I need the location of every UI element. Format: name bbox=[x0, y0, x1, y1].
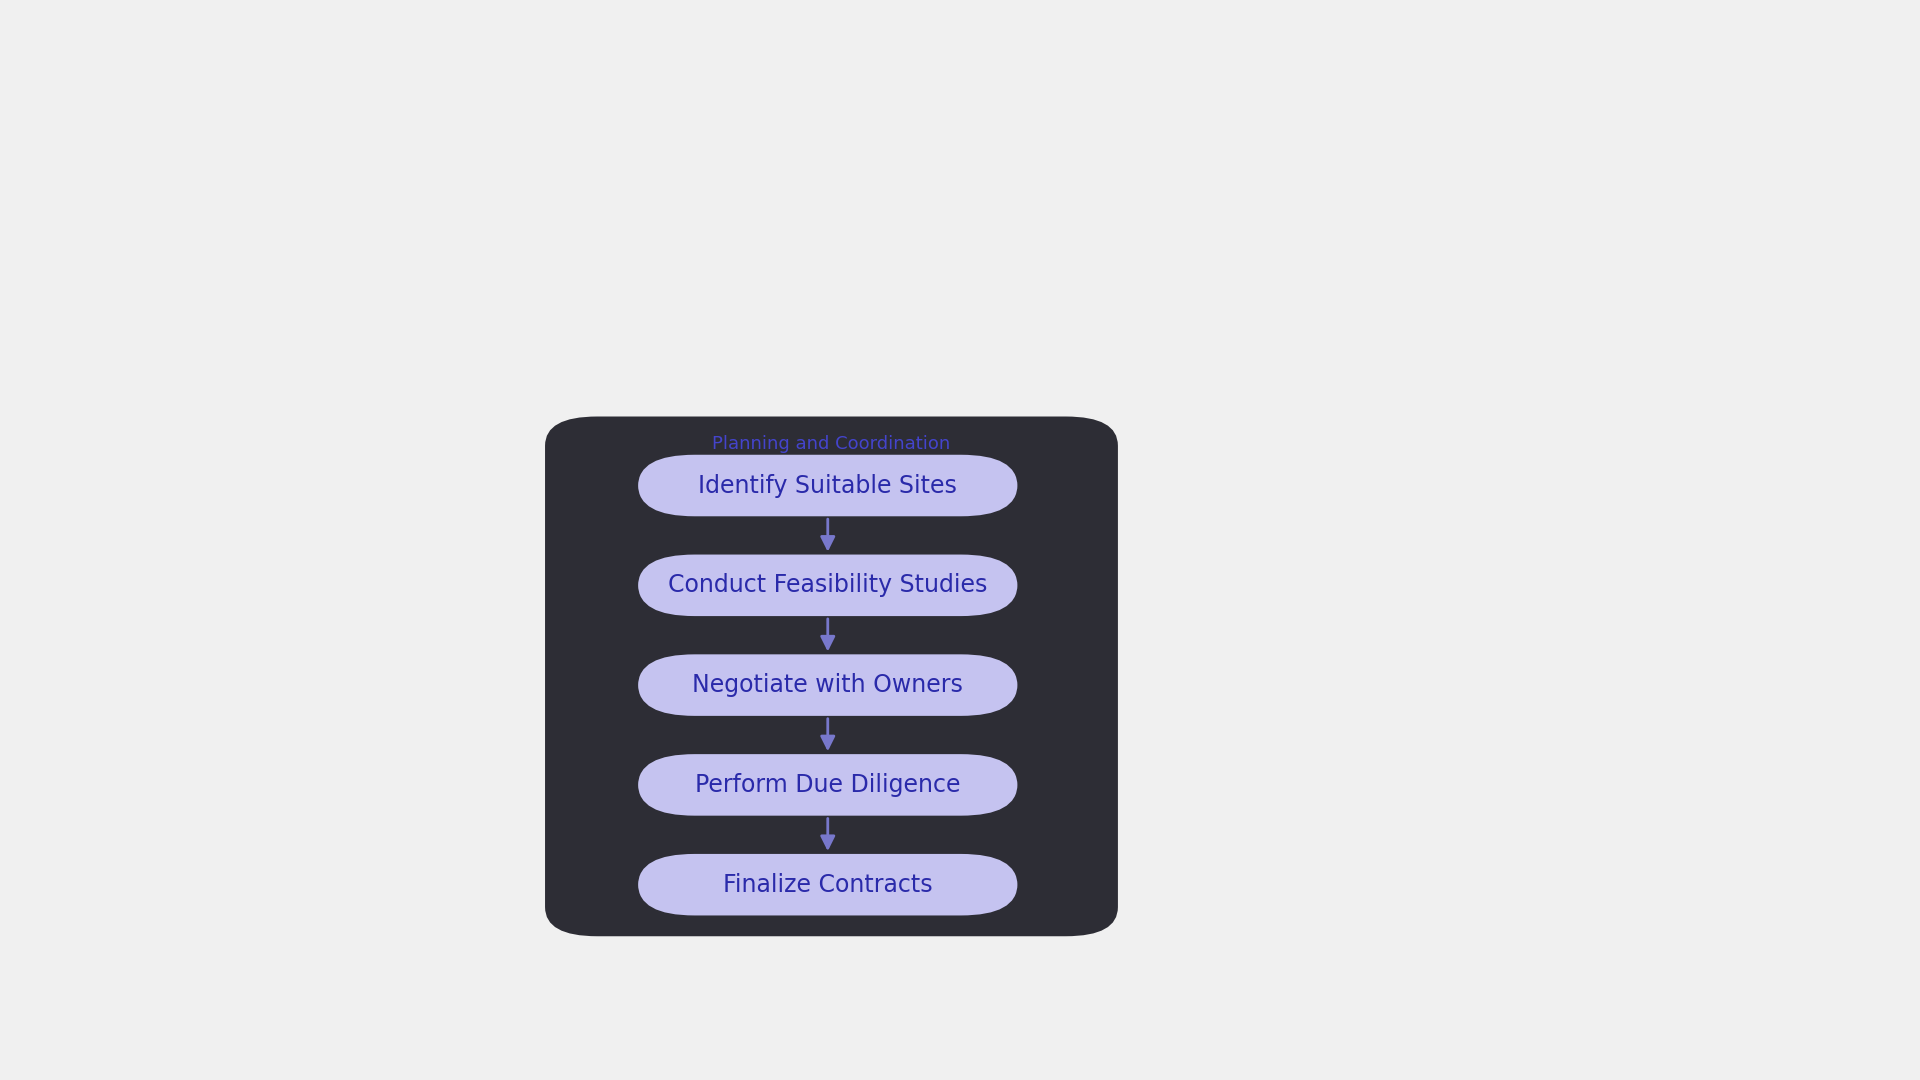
FancyBboxPatch shape bbox=[637, 654, 1018, 716]
Text: Finalize Contracts: Finalize Contracts bbox=[724, 873, 933, 896]
Text: Perform Due Diligence: Perform Due Diligence bbox=[695, 773, 960, 797]
Text: Identify Suitable Sites: Identify Suitable Sites bbox=[699, 473, 958, 498]
Text: Negotiate with Owners: Negotiate with Owners bbox=[693, 673, 964, 697]
FancyBboxPatch shape bbox=[637, 754, 1018, 815]
Text: Conduct Feasibility Studies: Conduct Feasibility Studies bbox=[668, 573, 987, 597]
FancyBboxPatch shape bbox=[637, 554, 1018, 616]
Text: Planning and Coordination: Planning and Coordination bbox=[712, 434, 950, 453]
FancyBboxPatch shape bbox=[545, 417, 1117, 936]
FancyBboxPatch shape bbox=[637, 455, 1018, 516]
FancyBboxPatch shape bbox=[637, 854, 1018, 916]
